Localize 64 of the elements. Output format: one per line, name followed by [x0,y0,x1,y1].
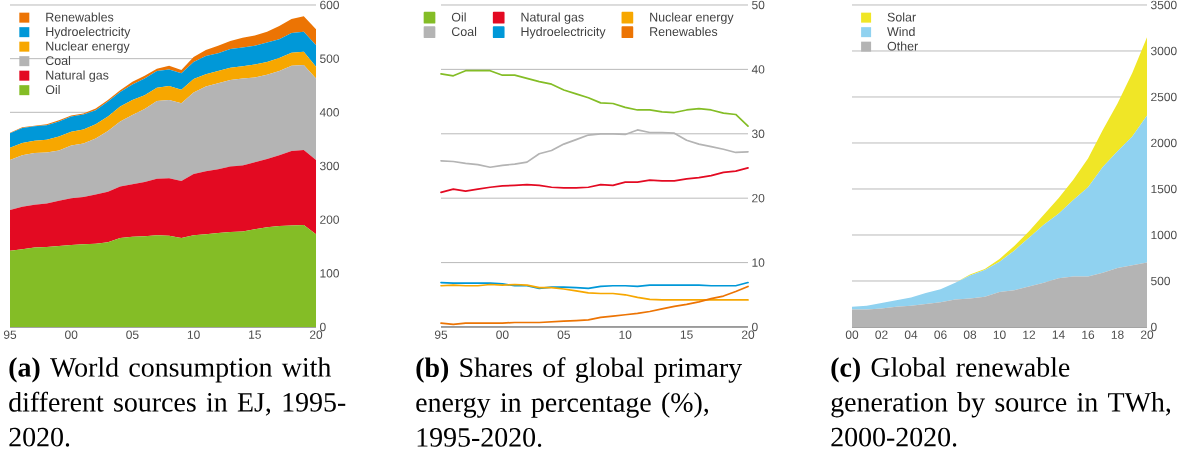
legend-label: Renewables [650,26,718,37]
x-tick-label: 06 [934,330,947,339]
legend-label: Solar [887,12,916,22]
x-tick-label: 00 [496,330,509,339]
y-tick-label: 0 [752,322,758,332]
x-tick-label: 15 [249,330,261,339]
legend-label: Oil [45,84,60,95]
x-tick-label: 95 [434,330,448,339]
text: (a) World consumption with different sources in EJ, 1995-2020. [9,357,346,447]
y-tick-label: 100 [320,269,340,278]
line-series [440,167,749,194]
legend-label: Renewables [46,12,114,22]
x-tick-label: 20 [741,330,755,339]
x-tick-label: 15 [680,330,693,339]
y-tick-label: 1000 [1151,230,1177,240]
x-tick-label: 20 [309,330,323,339]
x-tick-label: 05 [557,330,570,339]
x-tick-label: 04 [904,330,918,339]
x-tick-label: 14 [1052,330,1065,339]
y-tick-label: 1500 [1151,184,1177,194]
y-tick-label: 30 [751,129,765,139]
x-tick-label: 02 [875,330,888,339]
legend-label: Oil [451,12,466,22]
legend-label: Coal [45,55,71,66]
line-series [440,129,749,169]
y-tick-label: 2500 [1151,92,1177,102]
y-tick-label: 40 [751,65,765,74]
x-tick-label: 10 [993,330,1006,339]
x-tick-label: 12 [1023,330,1036,339]
x-tick-label: 00 [65,330,78,339]
x-tick-label: 10 [187,330,200,339]
y-tick-label: 3000 [1150,46,1177,56]
y-tick-label: 300 [319,161,340,171]
text: (b) Shares of global primary energy in percentage (%), 1995-2020. [416,357,743,447]
y-tick-label: 3500 [1150,0,1177,10]
x-tick-label: 00 [845,330,859,339]
y-tick-label: 500 [320,54,340,63]
y-tick-label: 500 [1151,276,1171,286]
legend-label: Nuclear energy [650,12,734,24]
text: (c) Global renewable generation by source in TWh, 2000-2020. [831,357,1171,447]
x-tick-label: 10 [619,330,632,339]
legend-label: Natural gas [521,12,584,24]
legend-label: Other [887,41,918,51]
y-tick-label: 200 [320,215,340,224]
y-tick-label: 2000 [1151,138,1177,148]
y-tick-label: 0 [1151,322,1157,332]
x-tick-label: 95 [3,330,17,339]
legend-label: Nuclear energy [46,41,130,53]
x-tick-label: 08 [963,330,977,339]
x-tick-label: 05 [126,330,139,339]
legend-label: Coal [451,26,477,37]
x-tick-label: 16 [1082,330,1095,339]
y-tick-label: 600 [320,0,340,10]
legend-label: Wind [887,26,915,37]
x-tick-label: 20 [1140,330,1154,339]
legend-label: Natural gas [46,70,109,83]
y-tick-label: 50 [752,0,765,10]
y-tick-label: 10 [752,258,765,267]
y-tick-label: 0 [320,322,326,332]
y-tick-label: 400 [319,108,340,117]
legend-label: Hydroelectricity [521,26,606,39]
legend-label: Hydroelectricity [46,26,131,39]
x-tick-label: 18 [1111,330,1124,339]
y-tick-label: 20 [752,193,765,203]
